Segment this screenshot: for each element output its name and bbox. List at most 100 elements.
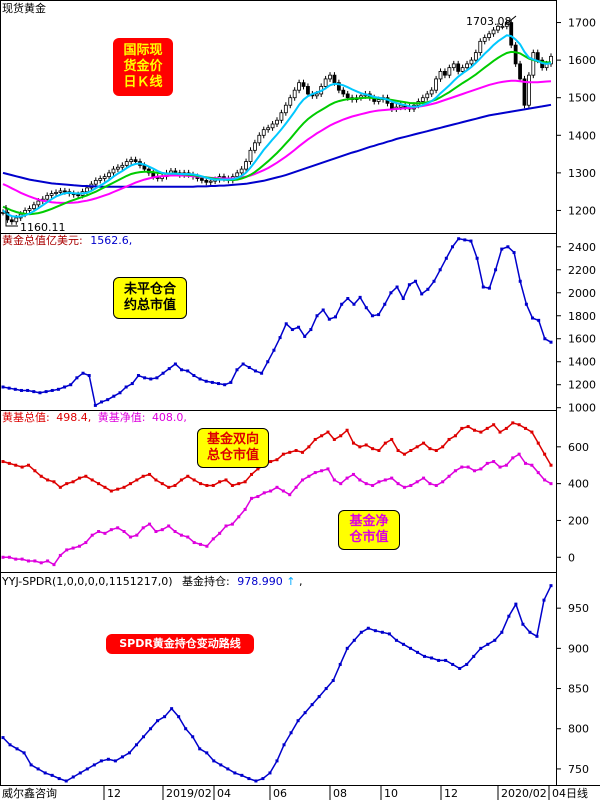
- candle-body: [98, 178, 103, 181]
- fund-net-line-point: [237, 515, 241, 519]
- fund-total-line-point: [536, 441, 540, 445]
- spdr-holdings-line-point: [106, 757, 110, 761]
- fund-total-line-point: [371, 447, 375, 451]
- fund-net-line-point: [549, 482, 553, 486]
- fund-net-line-point: [517, 452, 521, 456]
- panel2-y-tick-label: 2000: [568, 287, 596, 300]
- open-interest-line-point: [180, 368, 184, 372]
- fund-total-line-point: [453, 434, 457, 438]
- candle-body: [429, 89, 434, 95]
- spdr-holdings-line-point: [184, 727, 188, 731]
- fund-net-line-point: [460, 465, 464, 469]
- open-interest-line-point: [352, 302, 356, 306]
- fund-net-line-point: [179, 533, 183, 537]
- panel1-y-tick-label: 1500: [568, 92, 596, 105]
- open-interest-line-point: [118, 391, 122, 395]
- fund-net-line-point: [77, 544, 81, 548]
- panel-fund-positions: 0 200 400 600: [1, 421, 589, 567]
- candle-body: [244, 161, 248, 170]
- spdr-holdings-line-point: [380, 630, 384, 634]
- spdr-holdings-line-point: [156, 719, 160, 723]
- fund-net-line-point: [396, 482, 400, 486]
- fund-net-line-point: [447, 474, 451, 478]
- open-interest-line-point: [297, 325, 301, 329]
- open-interest-line-point: [389, 291, 393, 295]
- fund-net-line-point: [339, 482, 343, 486]
- fund-net-line-point: [199, 542, 203, 546]
- panel3-callout-total: 基金双向 总仓市值: [197, 428, 269, 468]
- panel1-y-tick-label: 1600: [568, 54, 596, 67]
- fund-total-line-point: [447, 437, 451, 441]
- fund-total-line: [2, 422, 552, 492]
- fund-net-line-point: [250, 496, 254, 500]
- panel-gold-price: 1200 1300 1400 1500 1600 1700: [1, 15, 596, 227]
- spdr-holdings-line-point: [170, 707, 174, 711]
- candle-body: [314, 93, 319, 97]
- candle-body: [425, 93, 430, 99]
- fund-total-line-point: [300, 450, 304, 454]
- candle-body: [500, 25, 505, 28]
- candle-body: [27, 208, 32, 211]
- spdr-holdings-line-point: [149, 727, 153, 731]
- x-axis-tick-label: 08: [333, 787, 347, 800]
- fund-net-line-point: [192, 541, 196, 545]
- fund-net-line-point: [128, 535, 132, 539]
- candle-body: [376, 99, 381, 102]
- candle-body: [328, 74, 332, 80]
- candle-body: [345, 93, 350, 99]
- candle-body: [102, 176, 107, 179]
- spdr-holdings-line-point: [331, 679, 335, 683]
- spdr-holdings-line-point: [43, 771, 47, 775]
- fund-total-line-point: [52, 480, 56, 484]
- spdr-holdings-line-point: [113, 759, 117, 763]
- x-axis-tick-label: 04: [552, 787, 566, 800]
- open-interest-line-point: [512, 251, 516, 255]
- panel2-y-tick-label: 2200: [568, 264, 596, 277]
- open-interest-line-point: [309, 328, 313, 332]
- spdr-holdings-line-point: [359, 630, 363, 634]
- panel1-title: 现货黄金: [2, 1, 46, 15]
- panel4-y-tick-label: 800: [568, 723, 589, 736]
- spdr-holdings-line-point: [458, 666, 462, 670]
- candle-body: [76, 194, 81, 197]
- fund-total-line-point: [415, 445, 419, 449]
- spdr-holdings-line-point: [423, 654, 427, 658]
- x-axis-end-label: 日线: [566, 786, 588, 800]
- fund-net-line-point: [52, 563, 56, 567]
- open-interest-line-point: [81, 371, 85, 375]
- fund-total-line-point: [39, 474, 43, 478]
- fund-net-line-point: [65, 548, 69, 552]
- spdr-holdings-line-point: [191, 735, 195, 739]
- candle-body: [235, 172, 240, 178]
- open-interest-line-point: [377, 313, 381, 317]
- panel1-y-tick-label: 1700: [568, 17, 596, 30]
- open-interest-line-point: [112, 394, 116, 398]
- spdr-holdings-line-point: [198, 747, 202, 751]
- candle-body: [420, 97, 425, 102]
- fund-total-line-point: [517, 423, 521, 427]
- x-axis-tick-label: 04: [217, 787, 231, 800]
- fund-total-line-point: [332, 437, 336, 441]
- candle-body: [341, 89, 346, 95]
- x-axis-tick-label: 12: [444, 787, 458, 800]
- spdr-holdings-line-point: [416, 650, 420, 654]
- candle-body: [49, 193, 54, 196]
- low-pointer: [5, 205, 18, 227]
- spdr-holdings-line-point: [345, 646, 349, 650]
- candle-body: [9, 219, 14, 223]
- open-interest-line-point: [327, 317, 331, 321]
- panel1-y-tick-label: 1400: [568, 129, 596, 142]
- panel-spdr-holdings: 750 800 850 900 950: [1, 584, 589, 783]
- open-interest-line-point: [549, 340, 553, 344]
- open-interest-line-point: [241, 362, 245, 366]
- candle-body: [469, 59, 474, 65]
- open-interest-line-point: [235, 368, 239, 372]
- open-interest-line-point: [155, 376, 159, 380]
- candle-body: [283, 104, 288, 114]
- fund-total-line-point: [358, 445, 362, 449]
- open-interest-line-point: [494, 268, 498, 272]
- spdr-holdings-line-point: [240, 773, 244, 777]
- fund-net-line-point: [428, 482, 432, 486]
- spdr-holdings-line-point: [8, 743, 12, 747]
- candle-body: [116, 166, 120, 170]
